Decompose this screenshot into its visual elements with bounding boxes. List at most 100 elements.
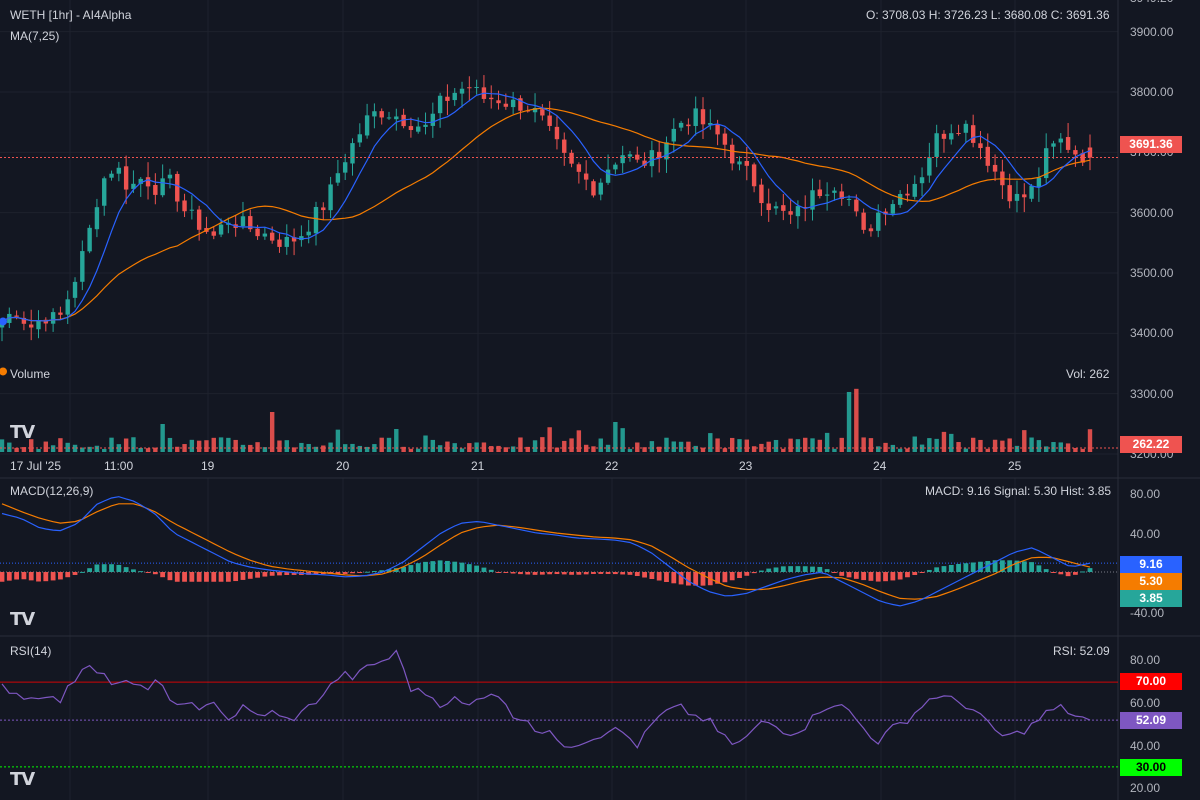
tradingview-logo-icon[interactable]: TV <box>10 422 35 443</box>
candle-body <box>949 133 954 140</box>
candle-body <box>284 236 289 247</box>
volume-bar <box>145 448 151 452</box>
macd-hist-bar <box>1080 571 1086 573</box>
macd-hist-bar <box>839 572 845 576</box>
macd-hist-bar <box>174 572 180 582</box>
candle-body <box>795 206 801 217</box>
volume-bar <box>21 447 27 452</box>
rsi-axis-80: 80.00 <box>1130 653 1161 667</box>
macd-hist-bar <box>372 571 377 573</box>
macd-hist-bar <box>1051 572 1056 573</box>
volume-bar <box>678 441 684 452</box>
macd-hist-bar <box>999 560 1005 572</box>
macd-hist-bar <box>101 564 107 572</box>
volume-bar <box>1014 445 1020 452</box>
candle-body <box>905 193 910 196</box>
volume-bar <box>379 437 384 452</box>
volume-bar <box>269 412 275 452</box>
macd-hist-bar <box>598 572 604 574</box>
macd-hist-bar <box>364 571 370 573</box>
macd-hist-bar <box>445 560 450 572</box>
volume-bar <box>547 427 552 452</box>
volume-bar <box>708 433 713 452</box>
tradingview-logo-icon[interactable]: TV <box>10 769 35 790</box>
candle-body <box>773 206 779 209</box>
volume-bar <box>883 442 888 452</box>
candle-body <box>80 251 85 282</box>
candle-body <box>459 88 465 94</box>
candle-body <box>941 133 947 139</box>
volume-bar <box>686 441 691 452</box>
macd-hist-bar <box>218 572 224 582</box>
candle-body <box>985 146 990 166</box>
volume-bar <box>29 439 34 452</box>
macd-hist-bar <box>14 572 20 580</box>
candle-body <box>912 183 917 197</box>
volume-bar <box>313 446 319 452</box>
volume-bar <box>218 437 224 452</box>
candle-body <box>766 203 771 211</box>
volume-bar <box>284 440 289 452</box>
candle-body <box>65 299 70 315</box>
candle-body <box>248 216 253 230</box>
macd-hist-bar <box>751 572 757 574</box>
macd-hist-bar <box>547 572 553 575</box>
macd-hist-bar <box>905 572 910 578</box>
candle-body <box>94 207 100 230</box>
macd-hist-bar <box>182 572 187 582</box>
macd-hist-bar <box>123 567 129 572</box>
volume-bar <box>730 437 735 452</box>
volume-bar <box>262 447 268 452</box>
candle-body <box>890 204 896 214</box>
macd-hist-bar <box>1065 572 1071 577</box>
candle-body <box>437 95 443 114</box>
candle-body <box>620 155 625 164</box>
macd-hist-bar <box>642 572 647 578</box>
volume-bar <box>233 439 238 452</box>
macd-hist-bar <box>832 572 837 573</box>
candle-body <box>240 216 246 227</box>
candle-body <box>722 133 728 145</box>
candle-body <box>664 142 669 160</box>
volume-bar <box>489 446 494 452</box>
candle-body <box>605 169 611 183</box>
macd-hist-bar <box>284 572 290 576</box>
macd-hist-bar <box>671 572 677 584</box>
candle-body <box>350 143 355 164</box>
macd-hist-bar <box>58 572 63 580</box>
macd-hist-bar <box>649 572 655 580</box>
macd-pane <box>0 496 1118 607</box>
macd-hist-bar <box>152 572 158 575</box>
volume-bar <box>36 448 41 452</box>
macd-axis-80: 80.00 <box>1130 487 1161 501</box>
candle-body <box>160 178 165 196</box>
macd-hist-bar <box>788 566 794 572</box>
candle-body <box>861 212 866 230</box>
macd-hist-bar <box>131 569 136 572</box>
macd-hist-bar <box>817 566 823 572</box>
volume-bar <box>1036 440 1042 452</box>
macd-hist-bar <box>28 572 34 581</box>
volume-bar <box>649 441 655 452</box>
candle-body <box>364 115 370 136</box>
macd-hist-bar <box>1029 562 1034 572</box>
macd-hist-bar <box>824 569 830 572</box>
tradingview-logo-icon[interactable]: TV <box>10 609 35 630</box>
candle-body <box>1087 147 1093 158</box>
candle-body <box>970 125 976 143</box>
candle-body <box>591 181 596 196</box>
volume-bar <box>50 445 56 452</box>
candle-body <box>423 124 428 127</box>
rsi-axis-20: 20.00 <box>1130 781 1161 795</box>
volume-bar <box>248 444 253 452</box>
volume-bar <box>452 443 457 452</box>
volume-bar <box>715 438 720 452</box>
volume-bar <box>14 447 19 452</box>
volume-bar <box>277 440 282 452</box>
candle-body <box>445 96 450 101</box>
candle-body <box>467 87 472 89</box>
volume-tag: 262.22 <box>1120 436 1182 453</box>
macd-hist-bar <box>0 572 5 582</box>
macd-hist-bar <box>87 568 93 572</box>
